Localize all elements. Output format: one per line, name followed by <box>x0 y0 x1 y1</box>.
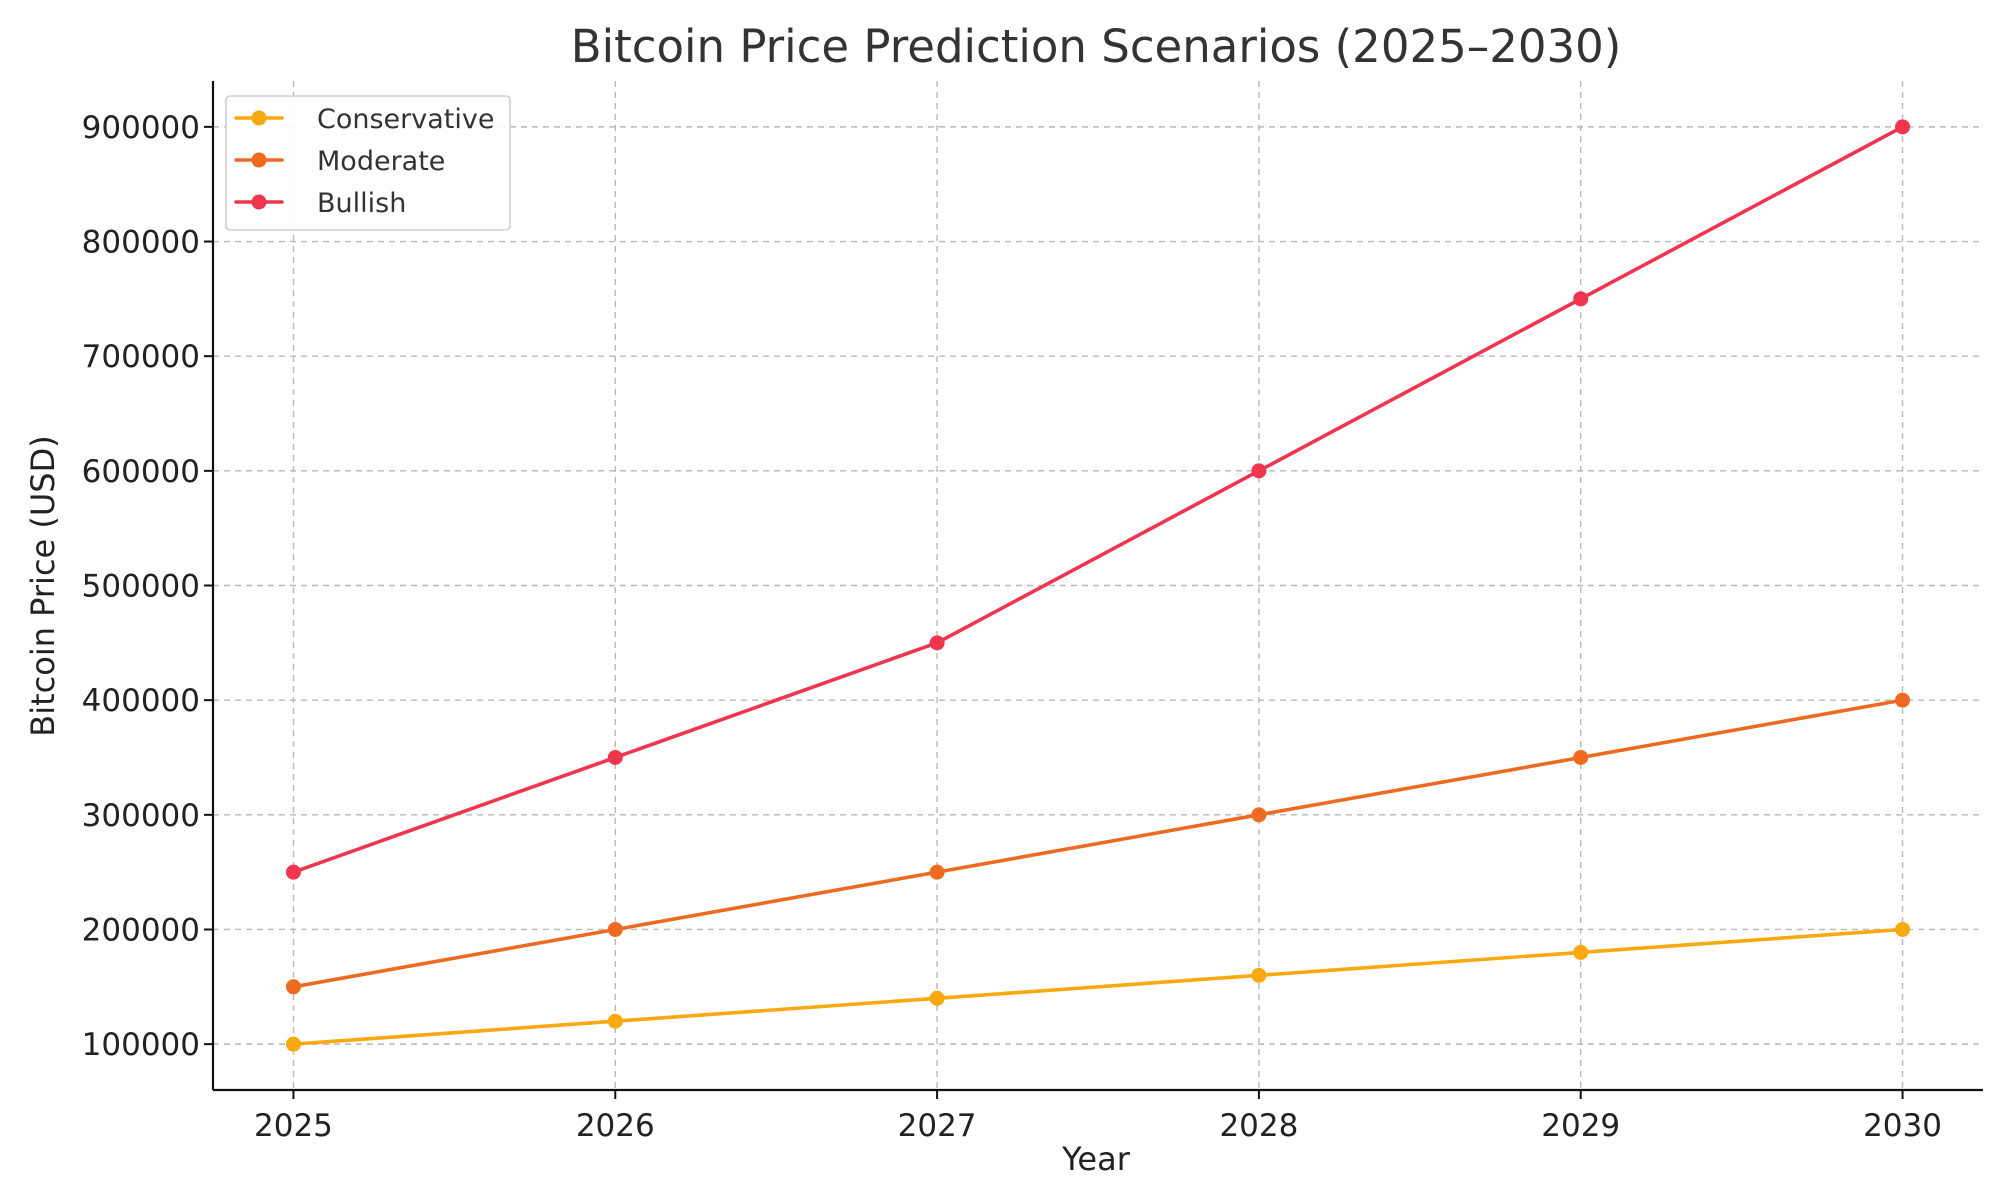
data-point-bullish-2029 <box>1573 291 1589 307</box>
legend-marker-conservative <box>251 110 267 126</box>
data-point-conservative-2026 <box>607 1013 623 1029</box>
legend-item-moderate: Moderate <box>234 146 445 177</box>
data-point-conservative-2029 <box>1573 944 1589 960</box>
x-tick-label-2029: 2029 <box>1541 1108 1620 1144</box>
legend-label-conservative: Conservative <box>317 104 494 135</box>
tick-labels: 2025 2026 2027 2028 2029 2030 100000 200000 3000… <box>82 110 1942 1144</box>
x-tick-label-2028: 2028 <box>1219 1108 1298 1144</box>
series-line-moderate <box>291 698 1905 989</box>
data-point-bullish-2028 <box>1251 463 1267 479</box>
y-tick-label-100000: 100000 <box>82 1027 200 1063</box>
grid <box>213 81 1983 1090</box>
data-point-bullish-2030 <box>1895 119 1911 135</box>
legend-marker-moderate <box>251 152 267 168</box>
x-tick-label-2027: 2027 <box>898 1108 977 1144</box>
y-tick-label-700000: 700000 <box>82 339 200 375</box>
legend-box <box>225 95 511 231</box>
data-point-moderate-2025 <box>285 979 301 995</box>
data-point-moderate-2028 <box>1251 807 1267 823</box>
data-point-conservative-2027 <box>929 990 945 1006</box>
legend-label-bullish: Bullish <box>317 188 406 219</box>
legend-marker-bullish <box>251 194 267 210</box>
series-lines <box>285 119 1911 1052</box>
data-point-conservative-2028 <box>1251 967 1267 983</box>
y-tick-label-600000: 600000 <box>82 454 200 490</box>
legend-label-moderate: Moderate <box>317 146 445 177</box>
data-point-conservative-2030 <box>1895 921 1911 937</box>
x-axis-label: Year <box>1061 1140 1131 1178</box>
y-tick-label-500000: 500000 <box>82 569 200 605</box>
legend-item-bullish: Bullish <box>234 188 406 219</box>
data-point-moderate-2026 <box>607 921 623 937</box>
series-line-bullish <box>291 125 1905 874</box>
data-point-moderate-2029 <box>1573 749 1589 765</box>
y-tick-label-300000: 300000 <box>82 798 200 834</box>
y-axis-label: Bitcoin Price (USD) <box>24 435 62 736</box>
data-point-conservative-2025 <box>285 1036 301 1052</box>
y-tick-label-900000: 900000 <box>82 110 200 146</box>
data-point-moderate-2030 <box>1895 692 1911 708</box>
legend-item-conservative: Conservative <box>234 104 494 135</box>
series-line-conservative <box>291 927 1905 1046</box>
x-tick-label-2030: 2030 <box>1863 1108 1942 1144</box>
data-point-bullish-2027 <box>929 635 945 651</box>
x-tick-label-2025: 2025 <box>254 1108 333 1144</box>
legend: Conservative Moderate Bullish <box>225 95 511 231</box>
data-point-moderate-2027 <box>929 864 945 880</box>
y-tick-label-200000: 200000 <box>82 912 200 948</box>
y-tick-label-400000: 400000 <box>82 683 200 719</box>
x-tick-label-2026: 2026 <box>576 1108 655 1144</box>
y-tick-label-800000: 800000 <box>82 225 200 261</box>
data-point-bullish-2026 <box>607 749 623 765</box>
data-point-bullish-2025 <box>285 864 301 880</box>
chart-title: Bitcoin Price Prediction Scenarios (2025… <box>571 20 1622 73</box>
